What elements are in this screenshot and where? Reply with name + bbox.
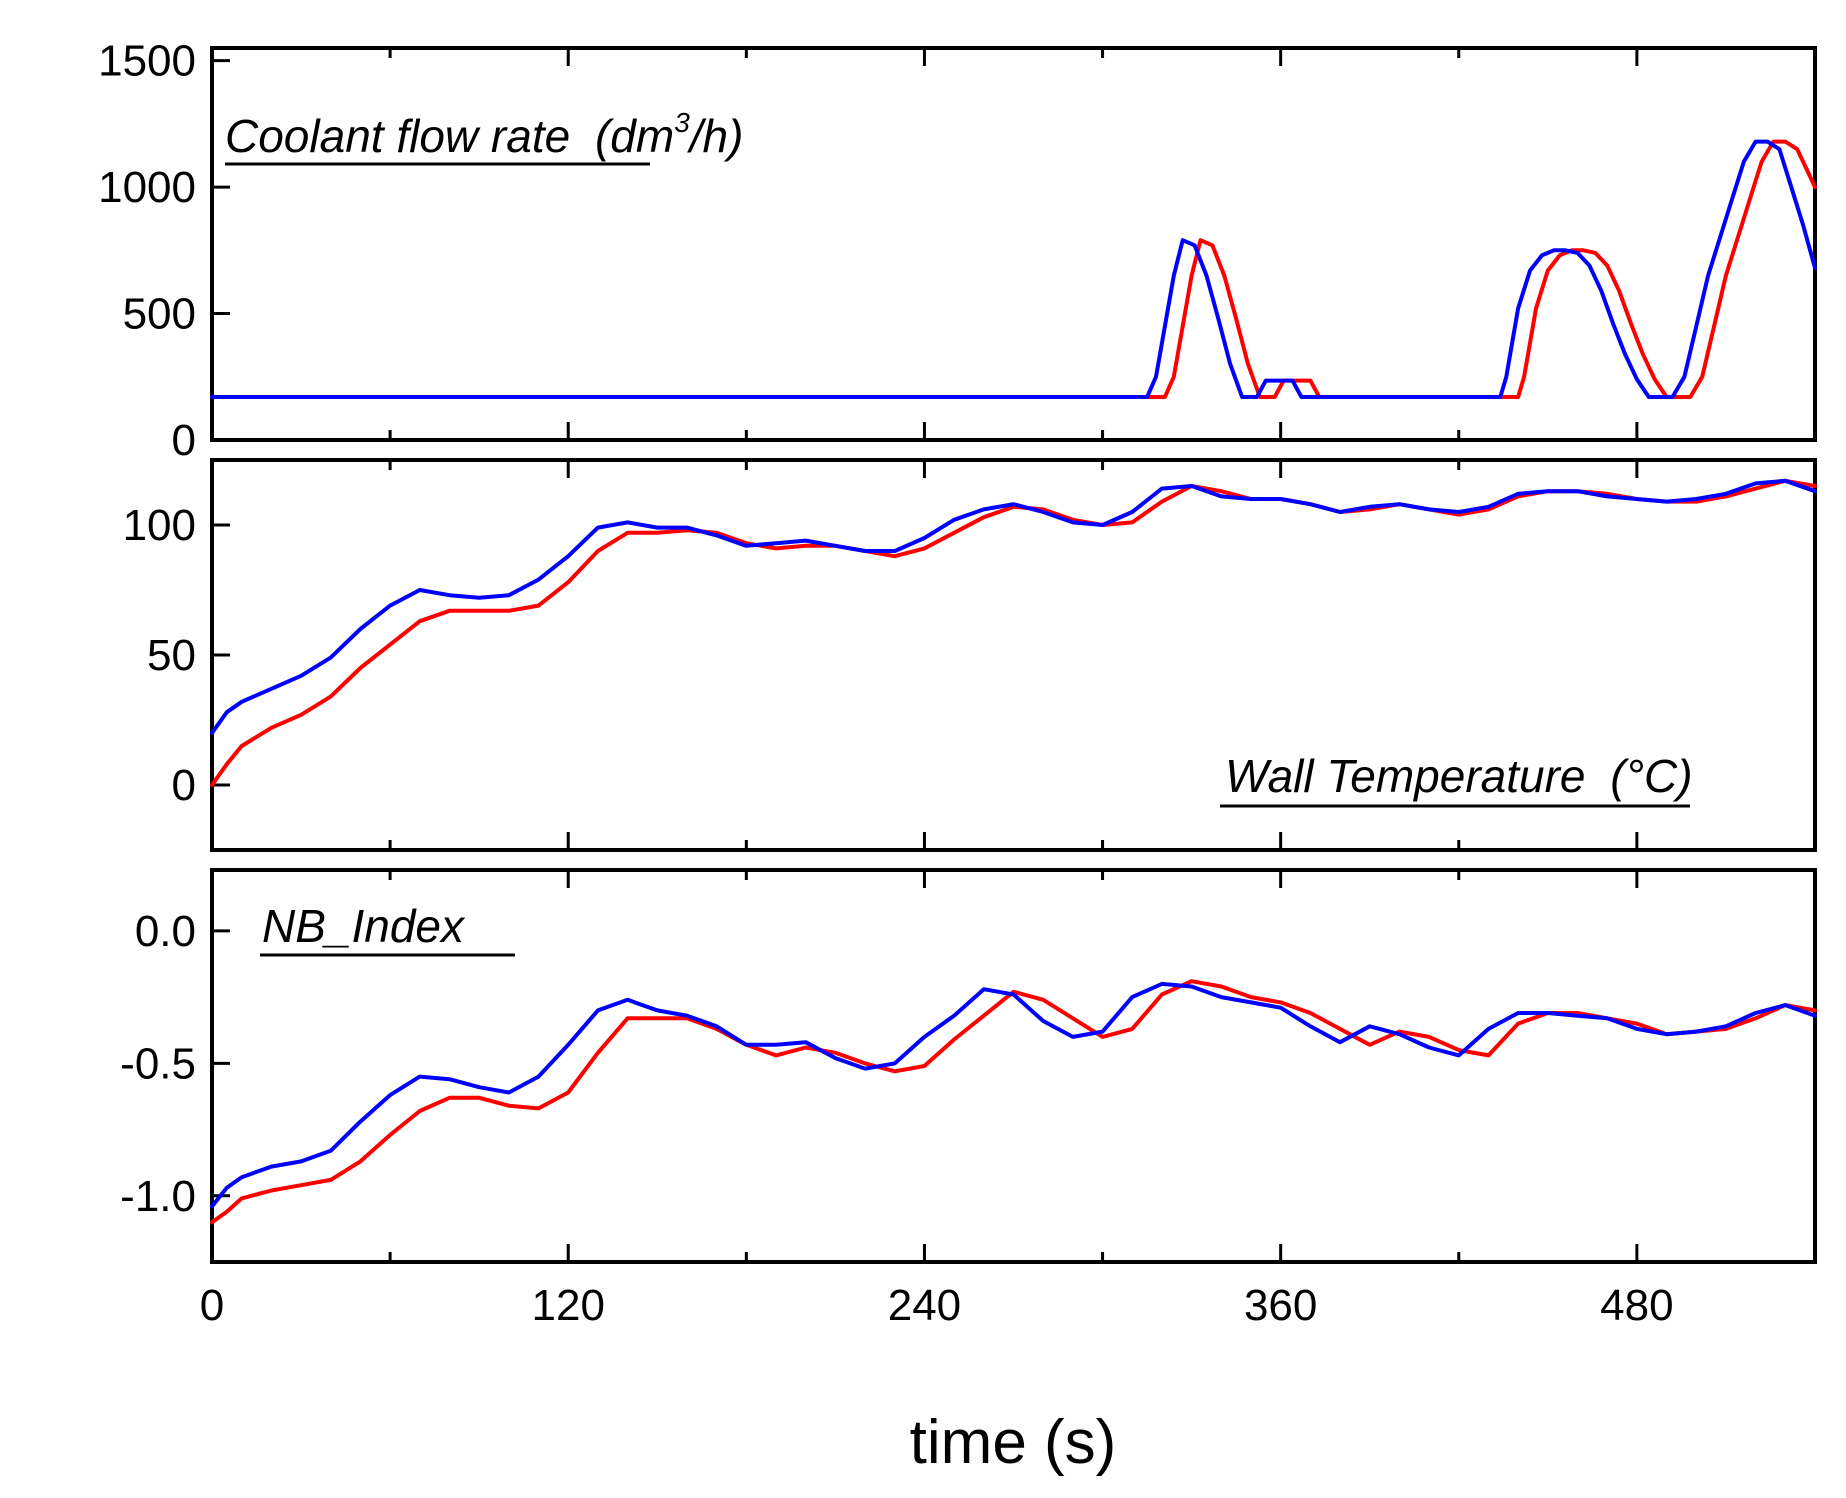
plot-frame-top	[210, 46, 1817, 442]
x-ticks-top	[210, 48, 1639, 440]
series-group-top	[210, 139, 1817, 399]
panel-title-unit-sup: 3	[674, 107, 690, 138]
x-ticks-bottom	[210, 870, 1639, 1262]
y-ticks-middle: 0 50 100	[123, 501, 230, 810]
x-tick-labels: 0 120 240 360 480	[200, 1281, 1674, 1330]
y-tick-label: -0.5	[120, 1039, 196, 1088]
panel-title-wall-temp: Wall Temperature	[1225, 750, 1586, 802]
panel-title-coolant: Coolant flow rate	[225, 110, 570, 162]
x-tick-label: 240	[888, 1281, 961, 1330]
panel-title-unit-coolant: (dm	[595, 110, 674, 162]
y-tick-label: 0	[172, 416, 196, 465]
plot-frame-bottom	[210, 868, 1817, 1264]
x-tick-label: 120	[532, 1281, 605, 1330]
y-tick-label: -1.0	[120, 1172, 196, 1221]
panel-wall-temperature: 0 50 100 Wall Temperature (°C)	[123, 458, 1817, 852]
y-tick-label: 100	[123, 501, 196, 550]
panel-title-middle: Wall Temperature (°C)	[1225, 750, 1693, 802]
panel-nb-index: -1.0 -0.5 0.0 NB_Index	[120, 868, 1817, 1264]
y-tick-label: 0	[172, 761, 196, 810]
panel-title-bottom: NB_Index	[262, 900, 466, 952]
y-tick-label: 500	[123, 290, 196, 339]
x-tick-label: 0	[200, 1281, 224, 1330]
series-line-series-1	[210, 139, 1817, 399]
panel-title-unit-wall-temp: (°C)	[1610, 750, 1692, 802]
y-ticks-top: 0 500 1000 1500	[98, 37, 230, 465]
y-tick-label: 1500	[98, 37, 196, 86]
x-ticks-middle	[210, 460, 1639, 850]
series-group-bottom	[210, 979, 1817, 1225]
x-tick-label: 480	[1600, 1281, 1673, 1330]
panel-title-top: Coolant flow rate (dm3/h)	[225, 107, 743, 162]
y-tick-label: 0.0	[135, 907, 196, 956]
series-line-series-2	[210, 981, 1817, 1209]
x-axis-label: time (s)	[910, 1408, 1117, 1477]
series-group-middle	[210, 478, 1817, 787]
series-line-series-2	[210, 478, 1817, 735]
panel-title-unit-end: /h)	[687, 110, 744, 162]
series-line-series-2	[210, 139, 1817, 399]
y-ticks-bottom: -1.0 -0.5 0.0	[120, 907, 230, 1221]
y-tick-label: 1000	[98, 163, 196, 212]
y-tick-label: 50	[147, 631, 196, 680]
panel-coolant-flow-rate: 0 500 1000 1500 Coolant flow rate (dm3/h)	[98, 37, 1817, 465]
x-tick-label: 360	[1244, 1281, 1317, 1330]
